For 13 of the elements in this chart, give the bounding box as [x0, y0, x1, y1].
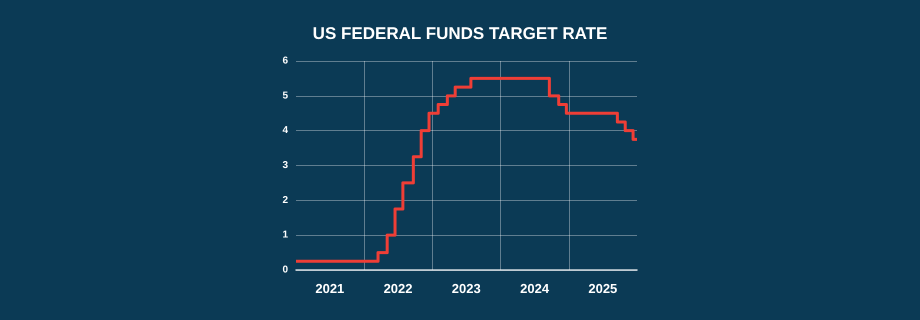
x-tick-label: 2025: [588, 281, 618, 296]
y-tick-label: 4: [282, 125, 288, 136]
y-tick-label: 0: [282, 264, 288, 276]
y-tick-label: 5: [282, 90, 288, 102]
chart-title: US FEDERAL FUNDS TARGET RATE: [312, 24, 608, 43]
x-tick-label: 2024: [520, 281, 550, 296]
x-tick-label: 2022: [384, 281, 412, 296]
x-tick-label: 2021: [315, 281, 344, 296]
y-tick-label: 3: [282, 160, 288, 171]
x-tick-label: 2023: [452, 281, 481, 296]
y-tick-label: 1: [282, 230, 288, 241]
y-tick-label: 6: [282, 56, 288, 66]
y-tick-label: 2: [282, 194, 288, 206]
